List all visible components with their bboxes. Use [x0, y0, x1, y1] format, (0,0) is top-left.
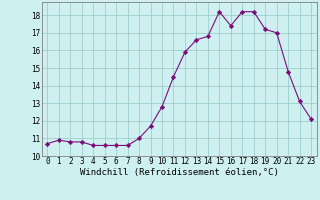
X-axis label: Windchill (Refroidissement éolien,°C): Windchill (Refroidissement éolien,°C) [80, 168, 279, 177]
